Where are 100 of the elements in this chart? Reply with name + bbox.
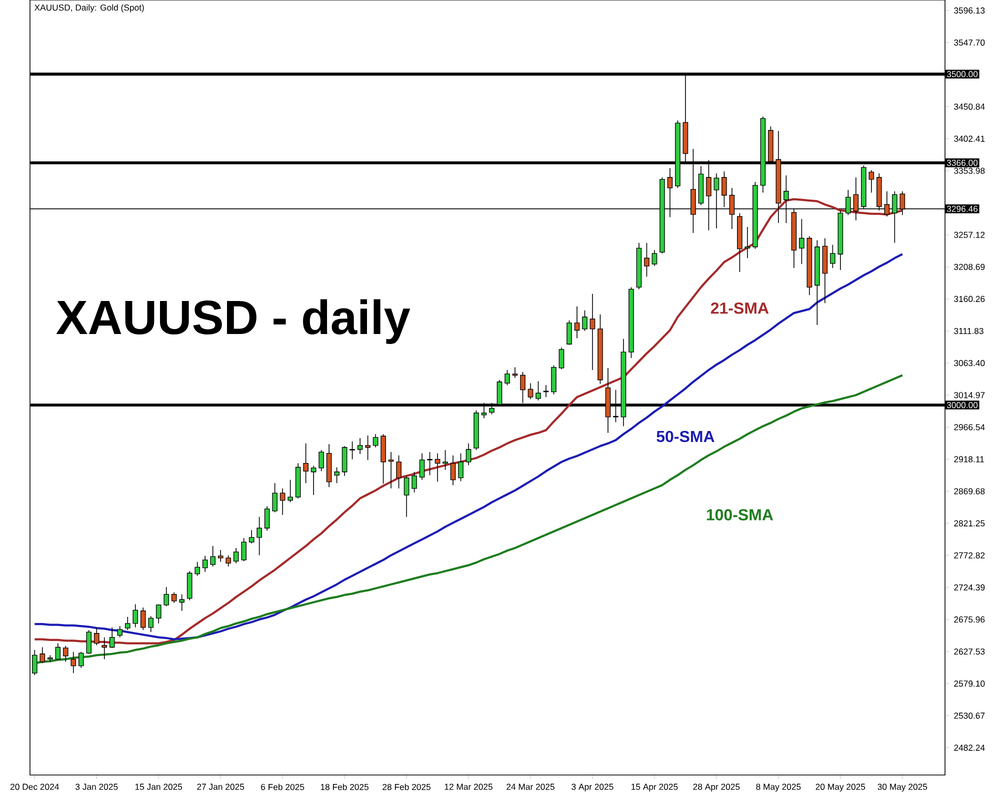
y-tick-label: 3257.12 (954, 232, 985, 238)
x-tick-label: 15 Apr 2025 (632, 784, 678, 792)
candlestick (388, 452, 394, 489)
candlestick (582, 310, 588, 332)
y-tick-label: 2869.68 (954, 488, 985, 494)
candlestick (132, 604, 138, 628)
candlestick (241, 538, 246, 562)
candlestick (140, 607, 146, 630)
ref-line-label: 3366.00 (946, 160, 978, 166)
x-tick-label: 28 Feb 2025 (382, 784, 430, 790)
y-tick-label: 2724.39 (954, 584, 985, 591)
y-tick-label: 2918.11 (954, 456, 984, 462)
candlestick (47, 654, 53, 662)
y-tick-label: 2772.82 (954, 552, 985, 558)
candlestick (78, 651, 84, 668)
y-tick-label: 3208.69 (954, 264, 985, 270)
y-tick-label: 2966.54 (954, 424, 985, 430)
x-tick-label: 27 Jan 2025 (197, 784, 244, 790)
candlestick (434, 452, 440, 482)
series-label: 21-SMA (710, 302, 769, 314)
y-tick-label: 2579.10 (954, 680, 985, 687)
candlestick (566, 320, 572, 346)
text: 100-SMA (706, 509, 774, 520)
candlestick (70, 651, 76, 674)
text: XAUUSD - daily (56, 299, 410, 344)
ref-line-label: 3500.00 (946, 71, 978, 78)
candlestick (528, 382, 534, 400)
series-label: 50-SMA (656, 430, 714, 442)
x-tick-label: 18 Feb 2025 (320, 784, 369, 790)
candlestick (558, 347, 564, 370)
candlestick (233, 548, 239, 564)
candlestick (590, 293, 596, 370)
y-tick-label: 3353.98 (954, 168, 985, 174)
candlestick (194, 561, 200, 576)
candlestick (350, 441, 355, 460)
x-tick-label: 20 Dec 2024 (10, 784, 59, 790)
candlestick (288, 479, 293, 503)
y-tick-label: 3402.41 (954, 136, 985, 142)
x-tick-label: 12 Mar 2025 (444, 784, 492, 790)
candlestick (396, 454, 402, 489)
ref-line-label: 3000.00 (946, 402, 978, 408)
y-tick-label: 3596.13 (954, 7, 985, 14)
candlestick (218, 550, 224, 562)
candlestick (450, 454, 456, 486)
candlestick (171, 592, 177, 604)
candlestick (466, 443, 472, 466)
x-tick-label: 28 Apr 2025 (693, 784, 740, 792)
candlestick (536, 380, 541, 401)
y-tick-label: 2821.25 (954, 520, 985, 526)
candlestick (427, 452, 432, 476)
candlestick (264, 506, 270, 532)
y-tick-label: 2482.24 (954, 744, 985, 751)
y-tick-label: 3160.26 (954, 296, 985, 302)
candlestick (210, 546, 216, 567)
candlestick (156, 604, 162, 624)
candlestick (334, 466, 340, 484)
candlestick (124, 616, 130, 630)
y-tick-label: 2530.67 (954, 712, 985, 719)
candlestick (365, 435, 370, 460)
candlestick (404, 475, 410, 518)
y-tick-label: 2675.96 (954, 616, 985, 623)
candlestick (799, 218, 804, 264)
candlestick (412, 471, 417, 493)
candlestick (86, 630, 92, 654)
x-tick-label: 8 May 2025 (756, 784, 801, 792)
x-tick-label: 6 Feb 2025 (261, 784, 304, 790)
candlestick (226, 554, 232, 567)
candlestick (148, 616, 154, 632)
candlestick (62, 646, 68, 662)
candlestick (40, 646, 46, 664)
chart-subtitle: XAUUSD, Daily: Gold (Spot) (34, 4, 144, 12)
x-tick-label: 24 Mar 2025 (506, 784, 554, 790)
candlestick (644, 242, 650, 278)
candlestick (102, 636, 108, 660)
candlestick (504, 370, 510, 386)
candlestick (164, 586, 170, 607)
candlestick (109, 627, 115, 648)
x-tick-label: 30 May 2025 (878, 784, 928, 792)
candlestick (652, 250, 658, 266)
candlestick (442, 450, 448, 470)
candlestick (117, 626, 123, 638)
candlestick (272, 482, 278, 513)
y-tick-label: 3014.97 (954, 392, 985, 398)
candlestick (419, 452, 425, 480)
y-tick-label: 3063.40 (954, 360, 985, 366)
candlestick (868, 170, 874, 193)
candlestick (372, 434, 378, 448)
y-tick-label: 3450.84 (954, 104, 985, 110)
x-tick-label: 20 May 2025 (816, 784, 866, 792)
x-tick-label: 15 Jan 2025 (135, 784, 182, 790)
candlestick (256, 516, 262, 556)
candlestick (202, 556, 208, 572)
candlestick (830, 244, 836, 268)
y-tick-label: 3111.83 (954, 328, 984, 334)
candlestick (55, 642, 61, 660)
candlestick (458, 452, 464, 482)
candlestick (512, 366, 518, 378)
y-tick-label: 2627.53 (954, 648, 985, 655)
x-tick-label: 3 Apr 2025 (572, 784, 614, 792)
ref-line-label: 3296.46 (946, 206, 978, 212)
